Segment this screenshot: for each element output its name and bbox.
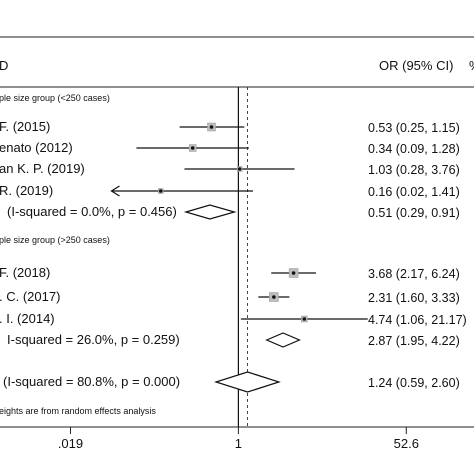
point-estimate xyxy=(291,271,296,275)
study-label: . I. (2014) xyxy=(0,311,55,326)
point-estimate xyxy=(237,167,242,171)
point-estimate xyxy=(209,125,214,129)
header-or-label: OR (95% CI) xyxy=(379,58,453,73)
study-ci-value: 0.53 (0.25, 1.15) xyxy=(368,121,460,135)
subtotal-ci-value: 2.87 (1.95, 4.22) xyxy=(368,334,460,348)
study-label: F. (2018) xyxy=(0,265,50,280)
axis-tick-label: .019 xyxy=(58,436,83,451)
study-ci-value: 4.74 (1.06, 21.17) xyxy=(368,313,467,327)
subtotal-label: I-squared = 26.0%, p = 0.259) xyxy=(7,332,180,347)
study-ci-value: 2.31 (1.60, 3.33) xyxy=(368,291,460,305)
study-label: R. (2019) xyxy=(0,183,53,198)
overall-label: (I-squared = 80.8%, p = 0.000) xyxy=(3,374,180,389)
overall-ci-value: 1.24 (0.59, 2.60) xyxy=(368,376,460,390)
study-ci-value: 0.16 (0.02, 1.41) xyxy=(368,185,460,199)
axis-ticks: .019 1 52.6 xyxy=(58,427,419,451)
study-ci-value: 1.03 (0.28, 3.76) xyxy=(368,163,460,177)
overall-diamond xyxy=(214,371,281,393)
subtotal-ci-value: 0.51 (0.29, 0.91) xyxy=(368,206,460,220)
subtotal-label: (I-squared = 0.0%, p = 0.456) xyxy=(7,204,177,219)
study-label: F. (2015) xyxy=(0,119,50,134)
study-ci-value: 3.68 (2.17, 6.24) xyxy=(368,267,460,281)
study-label: an K. P. (2019) xyxy=(0,161,85,176)
footnote: eights are from random effects analysis xyxy=(0,406,156,416)
header-id-label: D xyxy=(0,58,8,73)
ci-arrow xyxy=(110,185,120,197)
study-label: enato (2012) xyxy=(0,140,73,155)
header-weight-label: % xyxy=(469,58,474,73)
point-estimate xyxy=(272,295,276,299)
point-estimate xyxy=(190,146,195,150)
point-estimate xyxy=(158,189,163,193)
study-ci-value: 0.34 (0.09, 1.28) xyxy=(368,142,460,156)
point-estimate xyxy=(302,317,307,321)
plot-content: ple size group (<250 cases) F. (2015) 0.53… xyxy=(0,87,467,427)
study-label: . C. (2017) xyxy=(0,289,60,304)
group-title: ple size group (<250 cases) xyxy=(0,93,110,103)
group-title: ple size group (>250 cases) xyxy=(0,235,110,245)
subtotal-diamond xyxy=(183,204,237,220)
axis-tick-label: 1 xyxy=(235,436,242,451)
subtotal-diamond xyxy=(265,332,301,348)
axis-tick-label: 52.6 xyxy=(394,436,419,451)
